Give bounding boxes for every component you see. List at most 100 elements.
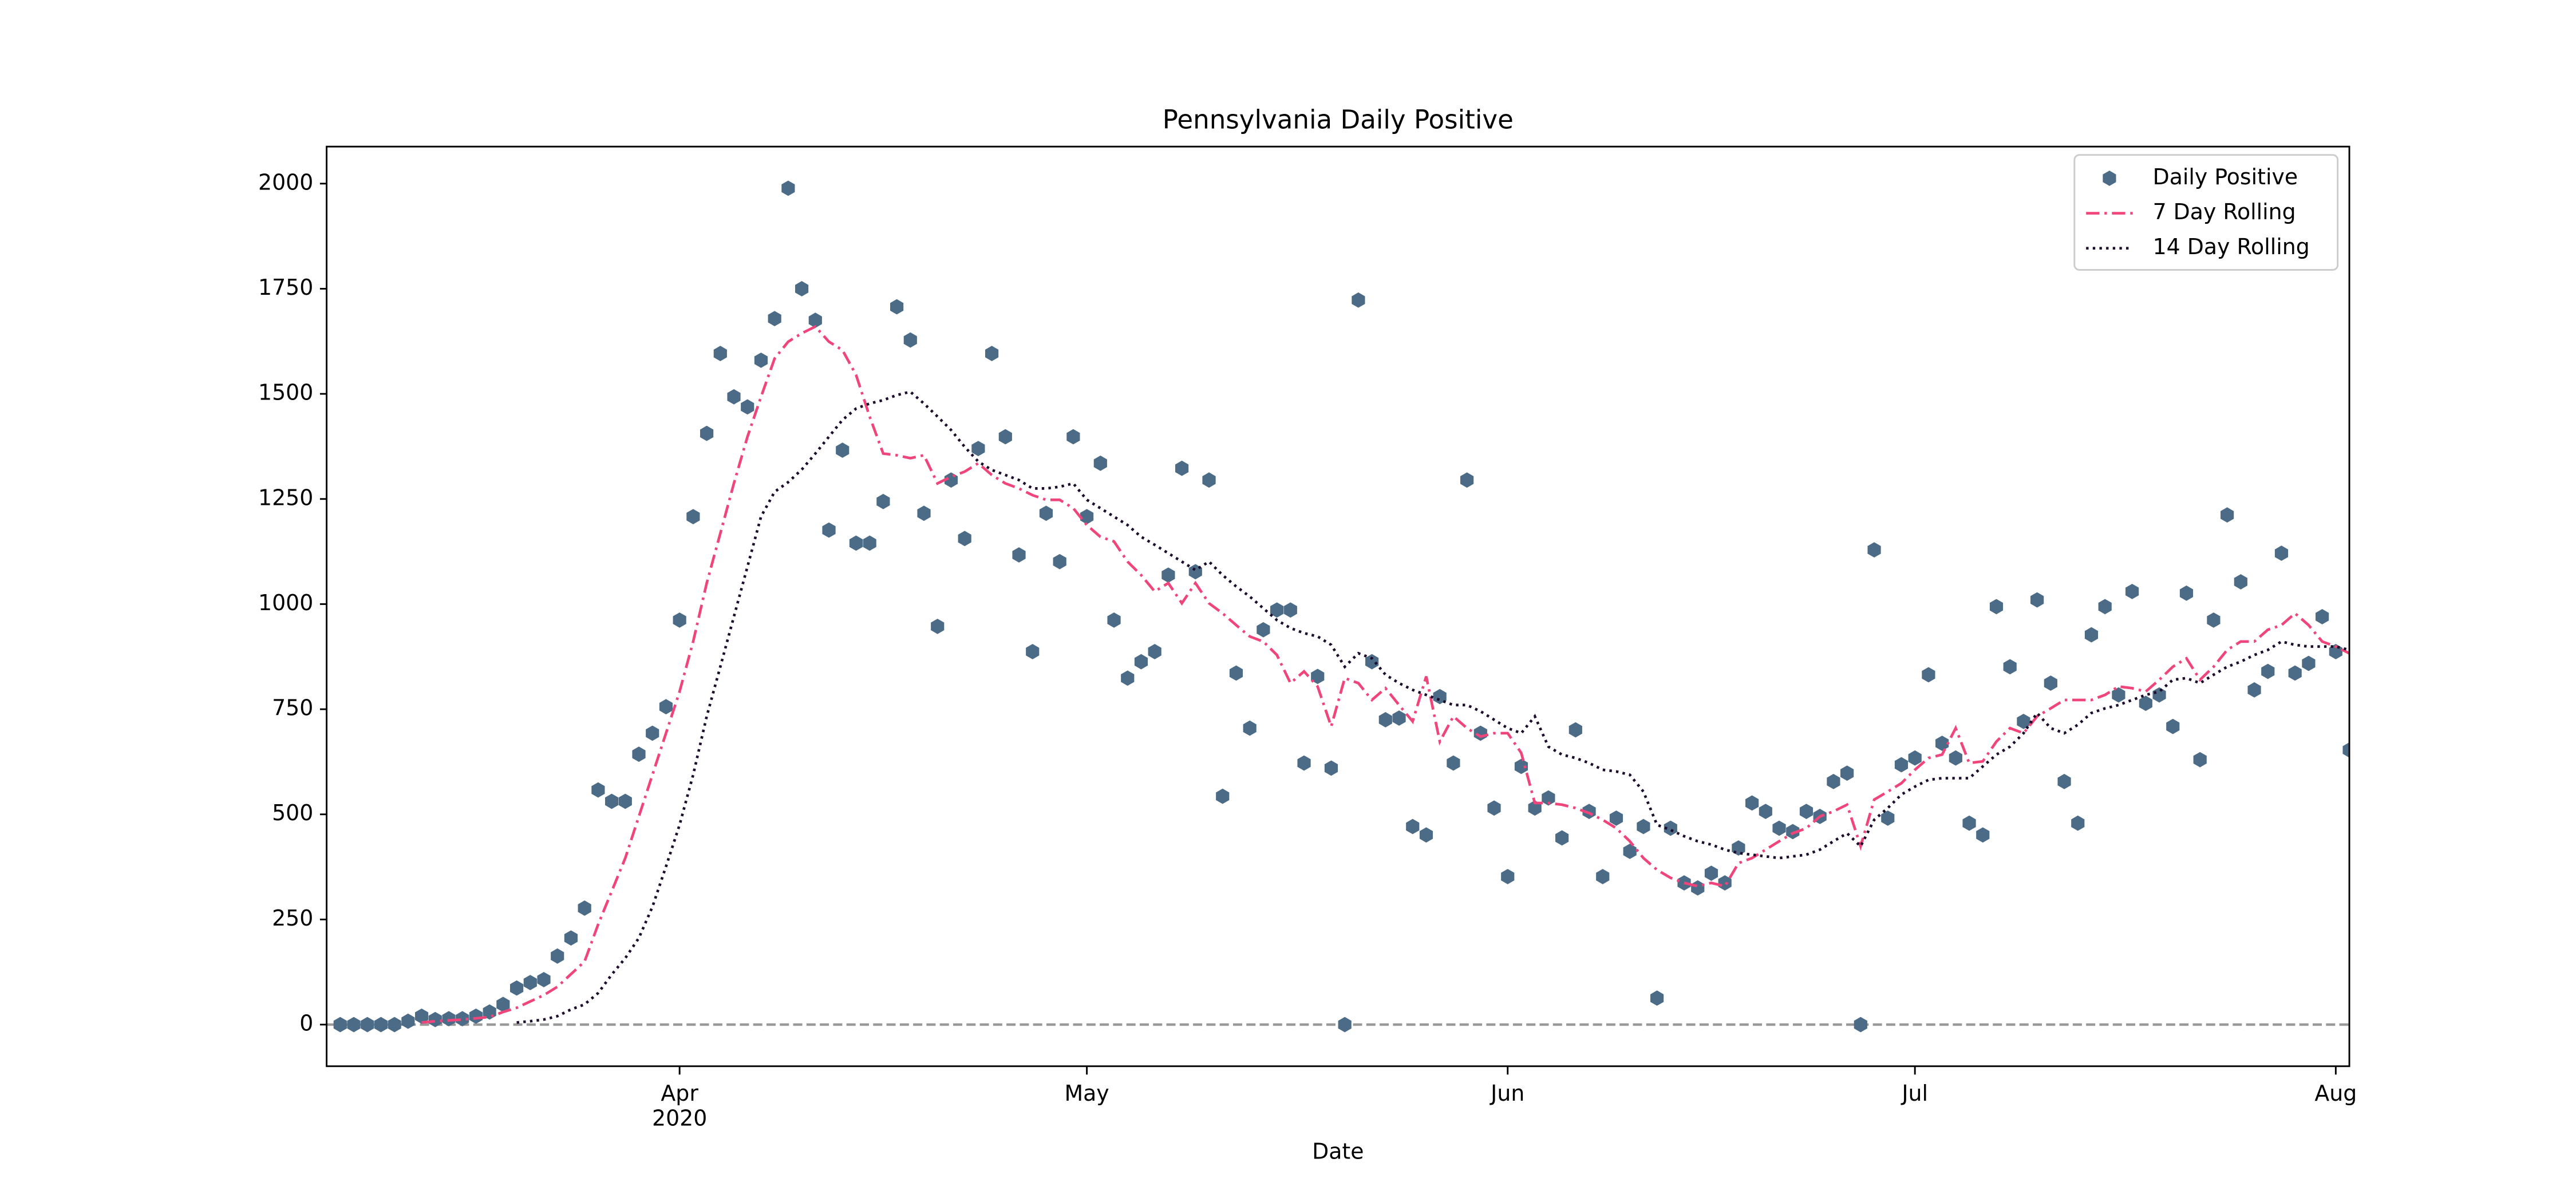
data-point [347, 1017, 361, 1033]
data-point [1881, 810, 1895, 826]
series-line [516, 390, 2350, 1024]
data-point [2247, 682, 2261, 698]
data-point [551, 948, 564, 964]
data-point [1406, 819, 1420, 835]
data-point [1473, 725, 1487, 741]
legend-label: Daily Positive [2153, 164, 2298, 189]
data-point [1542, 790, 1555, 806]
data-point [2152, 687, 2166, 703]
data-point [1012, 547, 1026, 563]
data-point [1949, 750, 1962, 766]
data-point [1134, 654, 1148, 670]
data-point [1799, 804, 1814, 819]
data-point [1555, 830, 1569, 846]
data-point [1311, 669, 1325, 685]
data-point [1650, 990, 1664, 1006]
data-point [388, 1017, 401, 1033]
data-point [1080, 509, 1094, 524]
y-tick-label: 500 [272, 800, 313, 825]
x-tick-sublabel: 2020 [652, 1105, 707, 1130]
data-point [605, 793, 619, 809]
data-point [2193, 752, 2207, 768]
data-point [1582, 804, 1596, 819]
data-point [496, 997, 510, 1013]
data-point [1501, 869, 1515, 884]
data-point [1148, 644, 1161, 659]
data-point [1908, 750, 1922, 766]
data-point [1989, 599, 2004, 615]
data-point [1026, 644, 1040, 659]
data-point [700, 425, 714, 441]
data-point [1270, 602, 1284, 618]
y-tick-label: 0 [299, 1011, 313, 1036]
y-tick-label: 1500 [258, 380, 313, 405]
data-point [727, 389, 741, 405]
data-point [2274, 545, 2289, 561]
data-point [618, 793, 632, 809]
data-point [985, 346, 999, 361]
data-point [1568, 722, 1582, 738]
data-point [2207, 612, 2221, 628]
data-point [1419, 827, 1433, 843]
data-point [1732, 840, 1745, 856]
data-point [2003, 659, 2017, 675]
x-tick-label: Apr [661, 1081, 698, 1106]
data-point [1121, 670, 1135, 686]
y-tick-label: 750 [272, 695, 313, 721]
data-point [1827, 774, 1840, 789]
data-point [2098, 599, 2112, 615]
data-point [1840, 765, 1854, 781]
data-point [1352, 292, 1365, 308]
data-point [1759, 804, 1772, 819]
axes-frame [326, 145, 2350, 1067]
data-point [781, 180, 795, 196]
data-point [1297, 755, 1311, 771]
data-point [2057, 774, 2071, 789]
y-tick-label: 1000 [258, 590, 313, 615]
data-point [808, 313, 822, 328]
data-point [686, 509, 700, 524]
data-point [1962, 815, 1976, 831]
data-point [333, 1017, 347, 1033]
data-point [1514, 758, 1528, 774]
data-point [1609, 810, 1623, 826]
data-point [673, 612, 686, 628]
data-point [1867, 542, 1881, 558]
data-point [1487, 800, 1501, 816]
data-point [2342, 742, 2350, 758]
data-point [1175, 460, 1189, 476]
y-tick-label: 2000 [258, 169, 313, 195]
data-point [1161, 567, 1175, 583]
legend-box [2073, 154, 2339, 271]
data-point [1324, 760, 1338, 776]
data-point [2071, 815, 2085, 831]
data-point [1894, 757, 1909, 773]
data-point [2044, 675, 2057, 691]
data-point [1976, 827, 1990, 843]
y-tick-label: 1250 [258, 485, 313, 510]
data-point [509, 980, 524, 996]
data-point [1772, 820, 1786, 836]
data-point [754, 352, 768, 368]
data-point [2084, 627, 2099, 643]
data-point [1283, 602, 1297, 618]
data-point [2017, 713, 2030, 729]
data-point [2112, 687, 2125, 703]
x-tick-label: Jul [1901, 1081, 1928, 1106]
data-point [917, 505, 931, 521]
data-point [361, 1017, 374, 1033]
data-point [890, 299, 904, 315]
data-point [2166, 718, 2180, 734]
data-point [523, 975, 537, 990]
legend-label: 14 Day Rolling [2153, 234, 2310, 259]
data-point [1093, 455, 1107, 471]
data-point [1433, 689, 1447, 705]
x-tick-label: Jun [1490, 1081, 1524, 1106]
data-point [401, 1013, 415, 1029]
chart-title: Pennsylvania Daily Positive [1163, 104, 1514, 135]
data-point [1623, 843, 1637, 859]
data-point [1338, 1017, 1352, 1033]
legend: Daily Positive 7 Day Rolling 14 Day Rollin… [2073, 154, 2339, 271]
